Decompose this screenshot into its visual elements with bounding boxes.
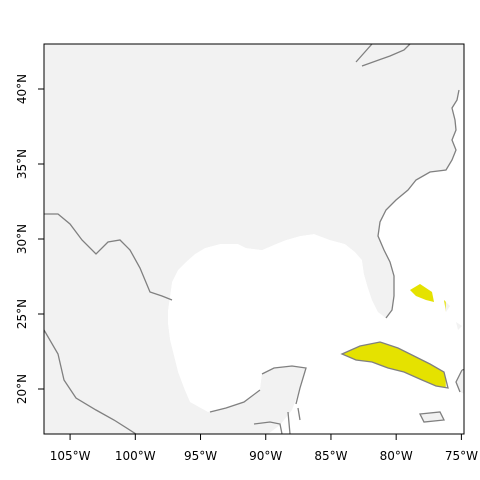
x-tick-label: 80°W	[380, 449, 413, 463]
y-tick-label: 40°N	[15, 74, 29, 104]
borders	[44, 44, 464, 434]
y-tick-label: 20°N	[15, 374, 29, 404]
y-tick-label: 30°N	[15, 224, 29, 254]
canada-coast	[356, 44, 464, 66]
central-america-border	[287, 407, 301, 434]
x-tick-label: 90°W	[249, 449, 282, 463]
x-tick-label: 100°W	[115, 449, 156, 463]
x-tick-label: 105°W	[50, 449, 91, 463]
x-tick-label: 75°W	[445, 449, 478, 463]
x-tick-label: 95°W	[184, 449, 217, 463]
great-lakes-outline	[355, 44, 411, 67]
yucatan-outline	[209, 365, 307, 434]
x-tick-label: 85°W	[314, 449, 347, 463]
us-mexico-border	[44, 213, 173, 301]
hispaniola-outline	[455, 368, 464, 393]
y-tick-label: 25°N	[15, 299, 29, 329]
mexico-coast	[44, 329, 137, 434]
y-axis: 20°N 25°N 30°N 35°N 40°N	[15, 74, 44, 404]
x-axis: 105°W 100°W 95°W 90°W 85°W 80°W 75°W	[50, 434, 478, 463]
hispaniola-island	[456, 369, 464, 394]
jamaica-island	[420, 412, 444, 422]
highlight-region	[57, 89, 446, 389]
east-coast-outline	[377, 89, 460, 319]
y-tick-label: 35°N	[15, 149, 29, 179]
cuba-outline	[340, 341, 449, 389]
map-panel	[44, 44, 464, 434]
jamaica-outline	[418, 411, 446, 423]
